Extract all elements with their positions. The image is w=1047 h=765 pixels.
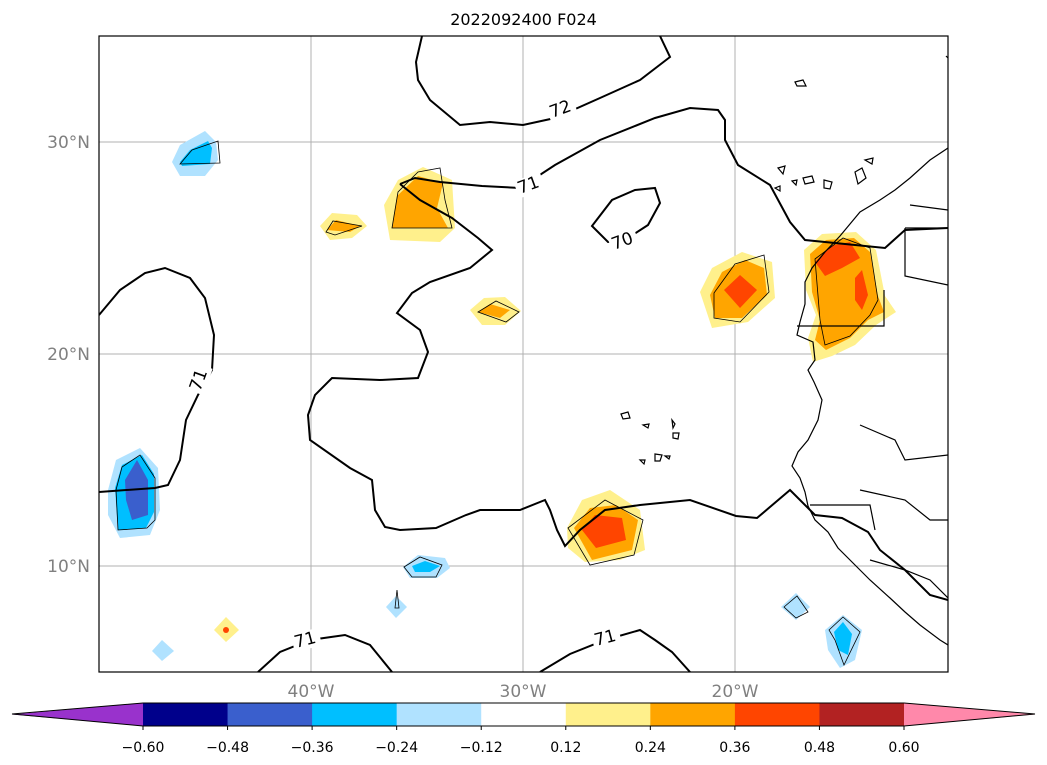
negative-anomaly-core bbox=[834, 622, 852, 655]
colorbar-cell bbox=[312, 703, 398, 726]
colorbar-cell bbox=[650, 703, 736, 726]
colorbar-tick-label: −0.12 bbox=[460, 740, 503, 756]
colorbar-tick-label: −0.24 bbox=[375, 740, 418, 756]
negative-anomaly-blob bbox=[386, 596, 407, 618]
colorbar-tick-label: 0.36 bbox=[719, 740, 750, 756]
island bbox=[773, 185, 781, 193]
island bbox=[654, 453, 663, 462]
colorbar-tick-label: 0.24 bbox=[635, 740, 666, 756]
colorbar-tick-label: 0.12 bbox=[550, 740, 581, 756]
island bbox=[823, 179, 833, 190]
colorbar-extend-high bbox=[904, 703, 1035, 726]
lon-label-40w: 40°W bbox=[288, 682, 335, 702]
island bbox=[620, 411, 631, 420]
colorbar-outline bbox=[11, 702, 1036, 727]
island bbox=[854, 167, 867, 186]
colorbar-tick-label: −0.36 bbox=[291, 740, 334, 756]
island bbox=[776, 165, 786, 176]
lat-label-20n: 20°N bbox=[47, 345, 90, 365]
colorbar-tick-label: −0.60 bbox=[122, 740, 165, 756]
lat-label-30n: 30°N bbox=[47, 133, 90, 153]
positive-anomaly-deep bbox=[855, 270, 868, 310]
map-title: 2022092400 F024 bbox=[450, 10, 597, 29]
shaded-anomalies bbox=[108, 131, 896, 668]
colorbar-cell bbox=[819, 703, 905, 726]
positive-anomaly-deep bbox=[724, 275, 757, 308]
contour-71-north bbox=[399, 106, 948, 250]
latitude-labels: 30°N 20°N 10°N bbox=[47, 133, 90, 577]
island bbox=[790, 179, 798, 187]
island bbox=[802, 175, 815, 185]
island bbox=[672, 432, 680, 440]
island bbox=[641, 423, 650, 429]
border-lines bbox=[797, 204, 948, 599]
island bbox=[663, 455, 671, 460]
island bbox=[794, 79, 807, 87]
colorbar-ticks: −0.60 −0.48 −0.36 −0.24 −0.12 0.12 0.24 0.36 0.4… bbox=[122, 726, 920, 756]
island bbox=[863, 157, 874, 165]
africa-coastline bbox=[791, 147, 948, 646]
colorbar-cell bbox=[481, 703, 567, 726]
colorbar-cells bbox=[12, 703, 1035, 726]
colorbar-tick-label: 0.60 bbox=[888, 740, 919, 756]
thin-contours bbox=[115, 140, 879, 667]
lon-label-20w: 20°W bbox=[712, 682, 759, 702]
island bbox=[671, 417, 676, 431]
colorbar-cell bbox=[227, 703, 313, 726]
negative-anomaly-core bbox=[412, 561, 440, 572]
negative-anomaly-core bbox=[180, 141, 212, 166]
contour-labels: 72 71 70 71 71 71 bbox=[186, 95, 640, 653]
lon-label-30w: 30°W bbox=[500, 682, 547, 702]
colorbar-tick-label: −0.48 bbox=[206, 740, 249, 756]
map-frame bbox=[98, 35, 949, 673]
colorbar-cell bbox=[734, 703, 820, 726]
longitude-labels: 40°W 30°W 20°W bbox=[288, 682, 759, 702]
colorbar: −0.60 −0.48 −0.36 −0.24 −0.12 0.12 0.24 0.36 0.4… bbox=[11, 702, 1036, 756]
contour-71-inner bbox=[306, 183, 948, 601]
negative-anomaly-blob bbox=[781, 593, 810, 620]
colorbar-cell bbox=[565, 703, 651, 726]
colorbar-extend-low bbox=[12, 703, 143, 726]
colorbar-cell bbox=[143, 703, 229, 726]
lat-label-10n: 10°N bbox=[47, 557, 90, 577]
positive-anomaly-deep bbox=[582, 515, 626, 548]
contour-71-south-east bbox=[539, 628, 691, 672]
negative-anomaly-blob bbox=[152, 640, 174, 661]
gridlines bbox=[99, 36, 948, 672]
island bbox=[638, 459, 646, 466]
contour-71-south bbox=[257, 633, 393, 672]
colorbar-tick-label: 0.48 bbox=[804, 740, 835, 756]
contour-71-west bbox=[99, 266, 216, 493]
height-contours bbox=[99, 36, 948, 672]
coastlines bbox=[620, 55, 948, 646]
colorbar-cell bbox=[396, 703, 482, 726]
contour-72 bbox=[414, 36, 672, 127]
